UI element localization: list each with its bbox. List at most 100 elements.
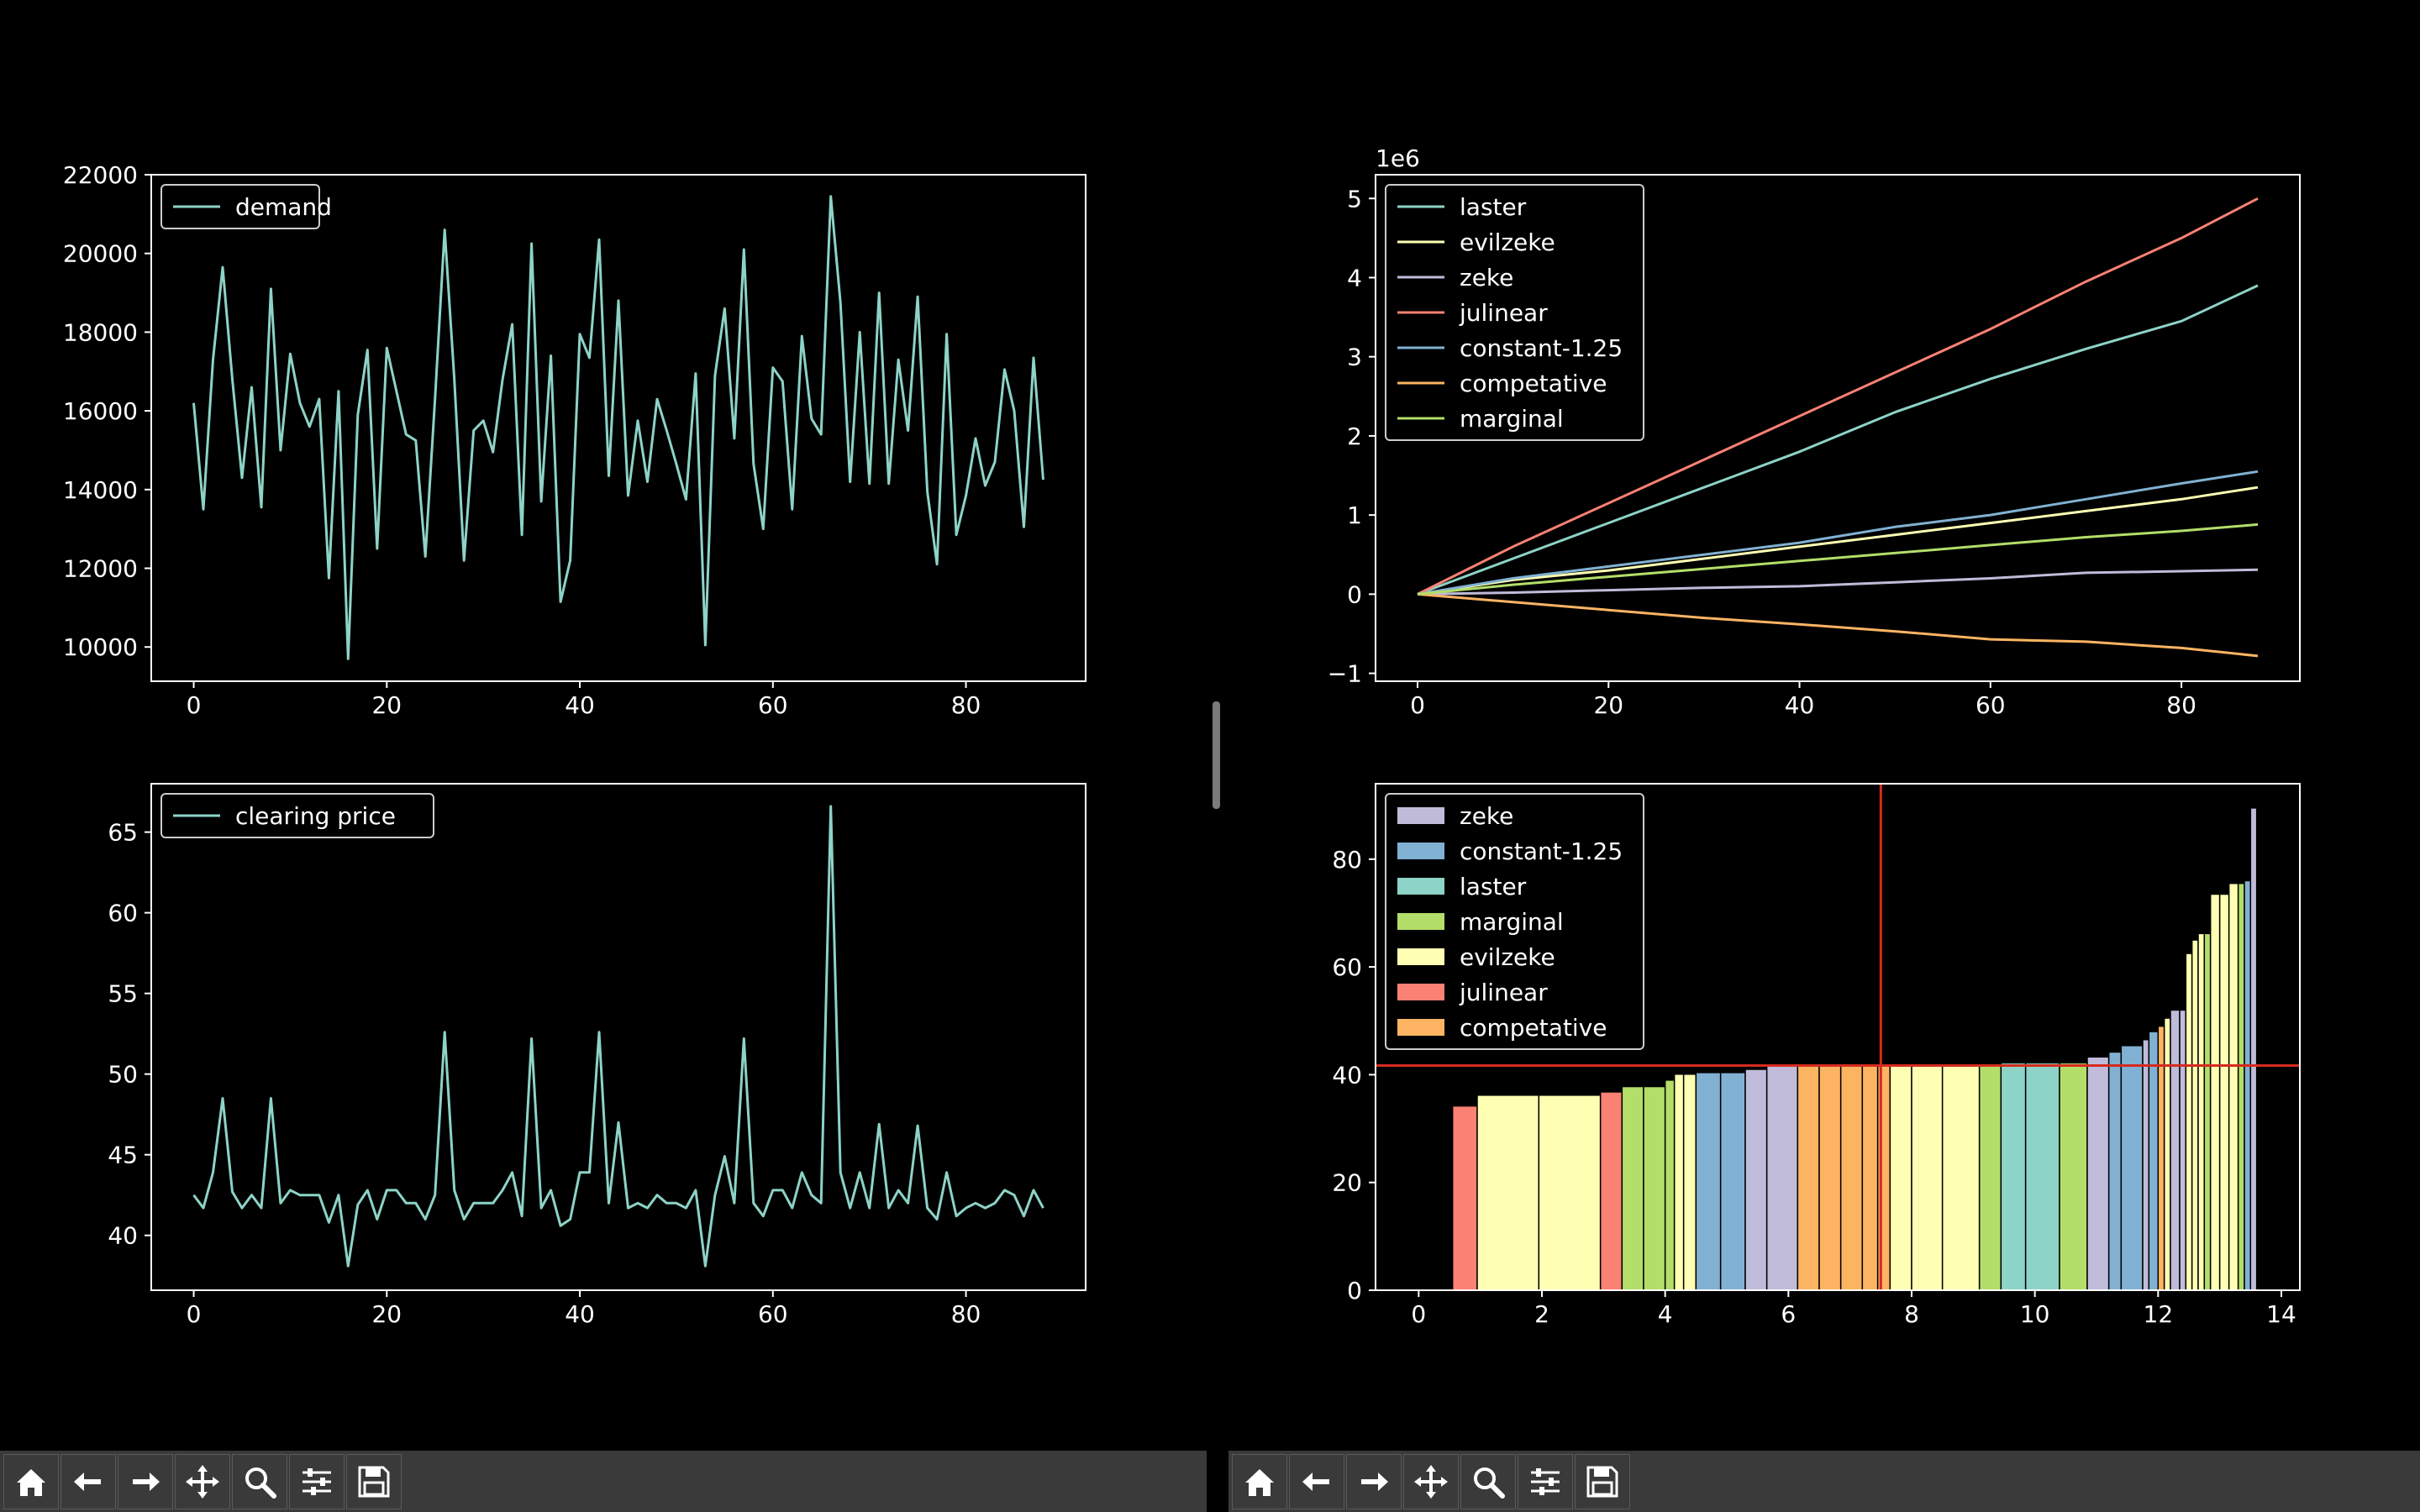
plot-area [192, 195, 1044, 660]
bar-marginal [1978, 1064, 2002, 1290]
zoom-magnifier-button[interactable] [232, 1453, 287, 1509]
legend[interactable]: clearing price [160, 793, 434, 838]
zoom-magnifier-icon [245, 1467, 276, 1499]
legend-patch-swatch [1397, 807, 1444, 824]
bar-evilzeke [2197, 932, 2206, 1290]
clearing-price-axes[interactable]: 0 20 40 60 80 40 45 50 55 60 65 clearing price [108, 783, 1086, 1328]
legend-patch-swatch [1397, 878, 1444, 895]
x-tick-label: 60 [758, 1300, 788, 1328]
x-tick-label: 80 [951, 1300, 981, 1328]
y-tick-label: 0 [1347, 1277, 1362, 1305]
y-tick-label: 80 [1332, 846, 1362, 874]
save-floppy-icon [358, 1466, 390, 1497]
forward-arrow-button[interactable] [1346, 1453, 1402, 1509]
y-tick-label: 3 [1347, 344, 1362, 371]
series-line-clearing-price [192, 805, 1044, 1268]
y-tick-label: 20 [1332, 1169, 1362, 1197]
y-tick-label: 16000 [63, 397, 138, 425]
x-tick-label: 60 [1975, 691, 2006, 719]
bar-zeke [1744, 1068, 1768, 1290]
bar-evilzeke [2191, 939, 2199, 1290]
bar-evilzeke [2209, 893, 2221, 1290]
bar-competative [1839, 1064, 1864, 1290]
save-floppy-button[interactable] [1575, 1453, 1630, 1509]
demand-axes[interactable]: 0 20 40 60 80 10000 12000 14000 16000 18000 20000 2… [63, 161, 1086, 719]
bar-zeke [2142, 1038, 2150, 1290]
y-tick-label: 60 [108, 900, 138, 927]
y-tick-label: −1 [1328, 660, 1362, 688]
forward-arrow-icon [133, 1472, 160, 1491]
pan-move-button[interactable] [175, 1453, 230, 1509]
subplots-sliders-button[interactable] [289, 1453, 345, 1509]
series-line-marginal [1417, 522, 2259, 596]
x-tick-label: 2 [1534, 1300, 1549, 1328]
bar-zeke [1765, 1064, 1799, 1290]
back-arrow-button[interactable] [60, 1453, 116, 1509]
bar-evilzeke [2163, 1017, 2171, 1290]
forward-arrow-icon [1361, 1472, 1388, 1491]
bar-constant-1.25 [2148, 1031, 2160, 1290]
x-tick-label: 20 [1593, 691, 1623, 719]
save-floppy-button[interactable] [346, 1453, 402, 1509]
legend-label: competative [1460, 370, 1607, 397]
legend-label: constant-1.25 [1460, 334, 1623, 362]
supply-curve-axes[interactable]: 0 2 4 6 8 10 12 14 0 20 40 60 80 zeke constant-1.25 las… [1332, 783, 2301, 1328]
zoom-magnifier-icon [1474, 1467, 1505, 1499]
legend[interactable]: laster evilzeke zeke julinear constant-1.25 c… [1385, 184, 1644, 441]
series-line-competative [1417, 592, 2259, 658]
x-tick-label: 80 [951, 691, 981, 719]
plot-area [192, 805, 1044, 1268]
y-tick-label: 45 [108, 1142, 138, 1169]
home-button[interactable] [3, 1453, 59, 1509]
legend-label: zeke [1460, 802, 1513, 830]
pan-move-button[interactable] [1403, 1453, 1459, 1509]
legend-label: julinear [1459, 979, 1548, 1006]
home-icon [17, 1468, 45, 1496]
legend[interactable]: demand [160, 184, 332, 229]
cumulative-profit-axes[interactable]: 0 20 40 60 80 −1 0 1 2 3 4 5 1e6 laster evilzeke zeke ju… [1328, 144, 2301, 719]
x-tick-label: 40 [565, 1300, 595, 1328]
subplots-sliders-button[interactable] [1518, 1453, 1573, 1509]
bar-evilzeke [2185, 953, 2193, 1290]
x-tick-label: 60 [758, 691, 788, 719]
pane-splitter-handle[interactable] [1213, 701, 1220, 809]
x-tick-label: 40 [1785, 691, 1815, 719]
bar-zeke [2179, 1009, 2187, 1290]
axes-frame [1375, 174, 2301, 682]
y-tick-label: 55 [108, 980, 138, 1008]
legend[interactable]: zeke constant-1.25 laster marginal evilzeke j… [1385, 793, 1644, 1050]
x-tick-label: 0 [187, 691, 202, 719]
bar-laster [2000, 1062, 2027, 1290]
bar-zeke [2170, 1009, 2181, 1290]
legend-label: laster [1460, 193, 1527, 221]
bar-evilzeke [2218, 893, 2230, 1290]
forward-arrow-button[interactable] [118, 1453, 173, 1509]
bar-constant-1.25 [1719, 1072, 1746, 1290]
x-tick-label: 40 [565, 691, 595, 719]
y-tick-label: 20000 [63, 240, 138, 268]
home-button[interactable] [1232, 1453, 1287, 1509]
y-tick-label: 22000 [63, 161, 138, 189]
x-tick-label: 4 [1658, 1300, 1673, 1328]
bar-evilzeke [1682, 1074, 1697, 1290]
bar-zeke [2249, 807, 2258, 1290]
y-tick-label: 65 [108, 819, 138, 847]
axes-frame [150, 783, 1086, 1291]
pan-move-icon [186, 1464, 219, 1499]
legend-label: marginal [1460, 405, 1564, 433]
y-tick-label: 2 [1347, 423, 1362, 450]
legend-label: constant-1.25 [1460, 837, 1623, 865]
back-arrow-button[interactable] [1289, 1453, 1344, 1509]
left-navigation-toolbar [0, 1451, 1207, 1512]
x-tick-label: 14 [2266, 1300, 2296, 1328]
y-tick-label: 18000 [63, 318, 138, 346]
figure-canvas: 0 20 40 60 801000012000140001600018000200002… [62, 144, 2301, 1328]
zoom-magnifier-button[interactable] [1460, 1453, 1516, 1509]
x-tick-label: 0 [1410, 691, 1425, 719]
back-arrow-icon [1302, 1472, 1329, 1491]
subplots-sliders-icon [1531, 1467, 1560, 1495]
legend-patch-swatch [1397, 843, 1444, 859]
x-tick-label: 0 [187, 1300, 202, 1328]
save-floppy-icon [1586, 1466, 1618, 1497]
bar-constant-1.25 [2244, 879, 2252, 1290]
